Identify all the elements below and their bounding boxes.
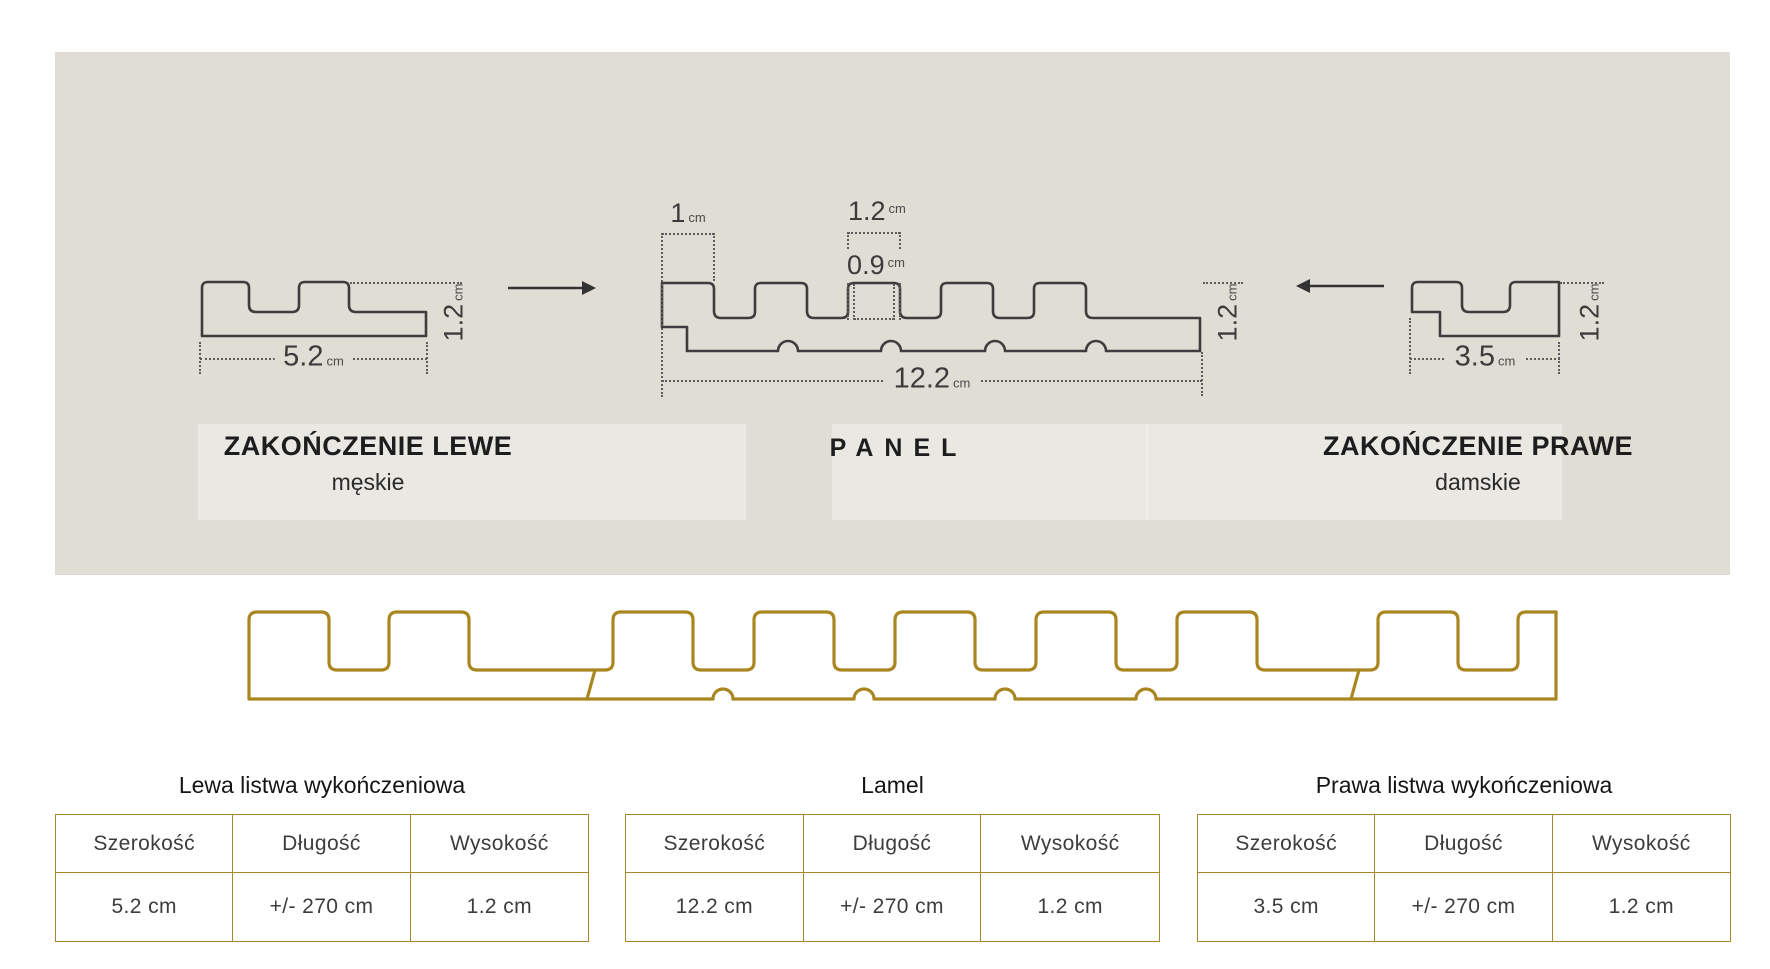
panel-label: PANEL: [829, 434, 968, 462]
panel-slat-width-value: 1.2: [848, 196, 886, 226]
table-title-left: Lewa listwa wykończeniowa: [178, 772, 466, 798]
column-header: Długość: [233, 815, 411, 873]
panel-top-dimension: 1 cm: [660, 198, 716, 229]
left-end-top-guide-line: [350, 282, 462, 284]
right-end-profile-drawing: [1410, 280, 1561, 338]
table-value: 5.2 cm: [56, 873, 234, 941]
panel-profile-drawing: [660, 281, 1202, 353]
assembly-seam-left: [585, 668, 597, 701]
right-end-width-value: 3.5: [1454, 340, 1495, 373]
panel-width-unit: cm: [953, 375, 971, 391]
panel-slat-inner-dimension: 0.9 cm: [844, 250, 908, 281]
table-value: +/- 270 cm: [1375, 873, 1553, 941]
panel-height-dimension: 1.2 cm: [1204, 281, 1252, 343]
assembly-seam-right: [1349, 668, 1361, 701]
left-end-height-dimension: 1.2 cm: [430, 281, 478, 343]
panel-slat-width-unit: cm: [888, 201, 906, 216]
right-end-top-guide-line: [1560, 282, 1604, 284]
left-end-profile-drawing: [200, 280, 428, 338]
panel-top-dim-unit: cm: [688, 210, 706, 225]
table-value: +/- 270 cm: [233, 873, 411, 941]
arrow-left-icon: [1296, 279, 1384, 293]
right-end-sublabel: damskie: [1435, 469, 1521, 495]
spec-table-left: Szerokość Długość Wysokość 5.2 cm +/- 27…: [55, 814, 589, 942]
right-end-extension-line-left: [1409, 318, 1411, 374]
table-value: 3.5 cm: [1198, 873, 1376, 941]
arrow-right-icon: [508, 281, 596, 295]
panel-slat-inner-unit: cm: [887, 255, 905, 270]
panel-top-dim-line-right: [713, 233, 715, 281]
label-strip-left: [198, 424, 746, 520]
panel-slat-width-bracket: [848, 232, 900, 234]
panel-slat-inner-line-left: [853, 284, 855, 320]
panel-width-value: 12.2: [893, 362, 951, 395]
left-end-label: ZAKOŃCZENIE LEWE: [223, 431, 513, 461]
left-end-extension-line-right: [426, 342, 428, 374]
column-header: Szerokość: [56, 815, 234, 873]
panel-top-dim-bracket: [662, 233, 714, 235]
left-end-width-unit: cm: [326, 353, 344, 369]
column-header: Wysokość: [981, 815, 1159, 873]
table-title-right: Prawa listwa wykończeniowa: [1315, 772, 1613, 798]
spec-table-right: Szerokość Długość Wysokość 3.5 cm +/- 27…: [1197, 814, 1731, 942]
panel-height-value: 1.2: [1212, 303, 1243, 341]
table-value: 1.2 cm: [1608, 895, 1675, 918]
panel-left-extension-line: [661, 233, 663, 397]
right-end-height-value: 1.2: [1574, 303, 1605, 341]
left-end-height-value: 1.2: [438, 303, 469, 341]
panel-height-unit: cm: [1224, 283, 1240, 301]
table-title-center: Lamel: [861, 772, 924, 798]
table-value: 1.2 cm: [466, 895, 533, 918]
technical-drawing-panel: [55, 52, 1730, 575]
label-strip-right: [1146, 424, 1562, 520]
panel-slat-inner-line-right: [893, 284, 895, 320]
right-end-height-dimension: 1.2 cm: [1566, 281, 1614, 343]
panel-slat-inner-value: 0.9: [847, 250, 885, 280]
table-value: +/- 270 cm: [804, 873, 982, 941]
left-end-sublabel: męskie: [331, 469, 405, 495]
right-end-width-unit: cm: [1497, 353, 1516, 369]
table-value: 1.2 cm: [1037, 895, 1103, 918]
table-value: 12.2 cm: [626, 873, 804, 941]
column-header: Szerokość: [626, 815, 804, 873]
column-header: Długość: [1375, 815, 1553, 873]
panel-height-guide-line: [1203, 282, 1243, 284]
column-header: Wysokość: [1552, 815, 1730, 873]
assembled-profile-drawing: [247, 610, 1558, 701]
assembled-profile-outline: [247, 610, 1558, 701]
label-strip-center: [832, 424, 1148, 520]
left-end-width-value: 5.2: [283, 340, 324, 373]
panel-slat-width-dimension: 1.2 cm: [846, 196, 906, 227]
panel-slat-inner-bracket: [854, 318, 894, 320]
spec-table-center: Szerokość Długość Wysokość 12.2 cm +/- 2…: [625, 814, 1160, 942]
column-header: Wysokość: [410, 815, 588, 873]
column-header: Szerokość: [1198, 815, 1376, 873]
left-end-height-unit: cm: [450, 283, 466, 301]
panel-right-extension-line: [1201, 352, 1203, 396]
column-header: Długość: [803, 815, 982, 873]
right-end-height-unit: cm: [1586, 283, 1602, 301]
panel-top-dim-value: 1: [670, 198, 686, 228]
right-end-label: ZAKOŃCZENIE PRAWE: [1322, 431, 1633, 461]
